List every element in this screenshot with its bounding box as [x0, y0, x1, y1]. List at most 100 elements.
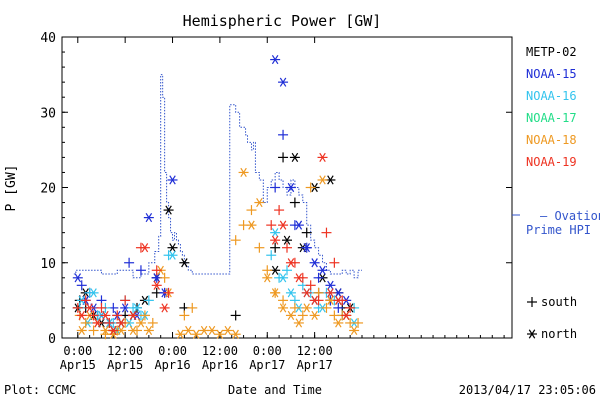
metp-02-north-point-9 [163, 205, 174, 215]
noaa-19-north-point-6 [128, 310, 139, 321]
x-tick-label-date-2: Apr16 [154, 358, 190, 372]
noaa-15-north-point-0 [72, 273, 83, 283]
noaa-18-north-point-8-c [145, 325, 153, 336]
noaa-15-north-point-8 [143, 213, 154, 223]
noaa-18-north-point-22-c [264, 273, 271, 283]
x-tick-label-date-5: Apr17 [297, 358, 333, 372]
noaa-18-north-point-13 [191, 329, 202, 339]
noaa-19-north-point-7 [139, 243, 150, 253]
legend-entry-noaa-17: NOAA-17 [526, 111, 577, 125]
noaa-18-south-point-20 [297, 310, 308, 321]
noaa-15-north-point-14 [285, 182, 296, 193]
noaa-15-north-point-12 [270, 54, 281, 65]
noaa-16-south-point-10 [266, 250, 277, 261]
noaa-19-north-point-3 [100, 310, 111, 321]
noaa-16-north-point-10-c [271, 228, 279, 238]
noaa-15-north-point-11-c [169, 175, 176, 185]
noaa-19-south-point-4 [104, 317, 115, 328]
noaa-18-north-point-29-c [319, 175, 326, 185]
noaa-19-north-point-4-c [110, 325, 117, 336]
noaa-18-north-point-23-c [271, 288, 279, 298]
noaa-18-north-point-19-c [240, 167, 247, 178]
y-tick-label-4: 40 [40, 31, 56, 46]
x-tick-label-time-4: 0:00 [253, 344, 282, 358]
noaa-16-north-point-2-c [90, 288, 97, 298]
y-tick-label-0: 0 [48, 332, 56, 347]
noaa-19-north-point-10 [270, 235, 281, 245]
noaa-18-north-point-0 [76, 325, 87, 336]
noaa-15-north-point-13 [278, 77, 289, 87]
noaa-19-south-point-8 [151, 265, 162, 276]
noaa-15-south-point-12 [313, 272, 324, 283]
noaa-15-north-point-11 [167, 175, 178, 185]
noaa-16-north-point-2 [88, 288, 99, 298]
noaa-18-north-point-33-c [350, 325, 358, 336]
noaa-15-north-point-15-c [295, 220, 303, 230]
noaa-18-south-point-7 [139, 310, 150, 321]
noaa-18-north-point-29 [317, 175, 328, 185]
x-tick-label-date-1: Apr15 [107, 358, 143, 372]
noaa-19-south-point-20 [345, 302, 356, 313]
metp-02-north-point-11 [179, 258, 190, 268]
noaa-15-north-point-16-c [303, 243, 310, 253]
noaa-18-south-point-23 [321, 302, 332, 313]
noaa-18-north-point-21 [254, 197, 265, 208]
noaa-18-north-point-6 [128, 325, 139, 336]
noaa-18-north-point-4-c [110, 329, 117, 339]
noaa-19-north-point-9-c [161, 303, 168, 313]
noaa-15-north-point-8-c [145, 213, 153, 223]
noaa-15-north-point-0-c [74, 273, 82, 283]
noaa-18-north-point-27-c [303, 303, 310, 313]
y-tick-label-1: 10 [40, 257, 56, 272]
ovation-label-line2: Prime HPI [526, 223, 591, 237]
noaa-19-south-point-10 [266, 220, 277, 231]
noaa-18-north-point-16 [214, 329, 225, 339]
y-tick-label-3: 30 [40, 106, 56, 121]
noaa-18-north-point-31-c [335, 318, 342, 328]
marker-key-symbol-north [527, 329, 537, 339]
noaa-18-north-point-16-c [216, 329, 224, 339]
noaa-19-north-point-1 [84, 303, 95, 313]
noaa-19-north-point-11-c [279, 220, 287, 230]
noaa-19-north-point-11 [278, 220, 289, 230]
noaa-18-south-point-12 [230, 235, 241, 246]
noaa-18-north-point-26 [293, 318, 304, 328]
metp-02-south-point-9 [270, 242, 281, 253]
noaa-19-north-point-19-c [342, 310, 350, 321]
noaa-16-south-point-8 [143, 295, 154, 306]
metp-02-north-point-13 [282, 235, 292, 245]
noaa-19-north-point-6-c [129, 310, 137, 321]
noaa-19-north-point-8-c [153, 280, 160, 290]
noaa-18-north-point-28-c [311, 310, 318, 321]
noaa-19-north-point-13-c [295, 273, 303, 283]
noaa-19-south-point-17 [321, 227, 332, 238]
noaa-19-south-point-15 [305, 280, 316, 291]
metp-02-north-point-10-c [169, 243, 176, 253]
legend-entry-noaa-19: NOAA-19 [526, 155, 577, 169]
noaa-18-north-point-18-c [232, 329, 239, 339]
noaa-16-north-point-9-c [169, 250, 176, 260]
noaa-18-north-point-7 [135, 318, 146, 328]
x-tick-label-time-1: 12:00 [107, 344, 143, 358]
legend-entry-noaa-18: NOAA-18 [526, 133, 577, 147]
marker-key-label-south: south [541, 295, 577, 309]
noaa-18-north-point-25 [285, 310, 296, 321]
noaa-18-north-point-5-c [117, 325, 125, 336]
noaa-19-north-point-5 [116, 318, 127, 328]
y-tick-label-2: 20 [40, 182, 56, 197]
noaa-19-north-point-17-c [327, 288, 334, 298]
noaa-18-north-point-30-c [327, 295, 334, 305]
noaa-18-north-point-8 [143, 325, 154, 336]
noaa-18-north-point-17 [222, 325, 233, 336]
noaa-16-north-point-12 [285, 288, 296, 298]
noaa-15-north-point-9-c [153, 273, 160, 283]
noaa-15-north-point-20-c [335, 288, 342, 298]
noaa-18-north-point-6-c [129, 325, 137, 336]
noaa-15-north-point-18 [317, 265, 328, 275]
legend-entry-noaa-16: NOAA-16 [526, 89, 577, 103]
noaa-15-south-point-0 [76, 280, 87, 291]
metp-02-north-point-10 [167, 243, 178, 253]
chart-title: Hemispheric Power [GW] [183, 12, 382, 30]
metp-02-north-point-9-c [165, 205, 172, 215]
noaa-16-north-point-11 [278, 273, 289, 283]
